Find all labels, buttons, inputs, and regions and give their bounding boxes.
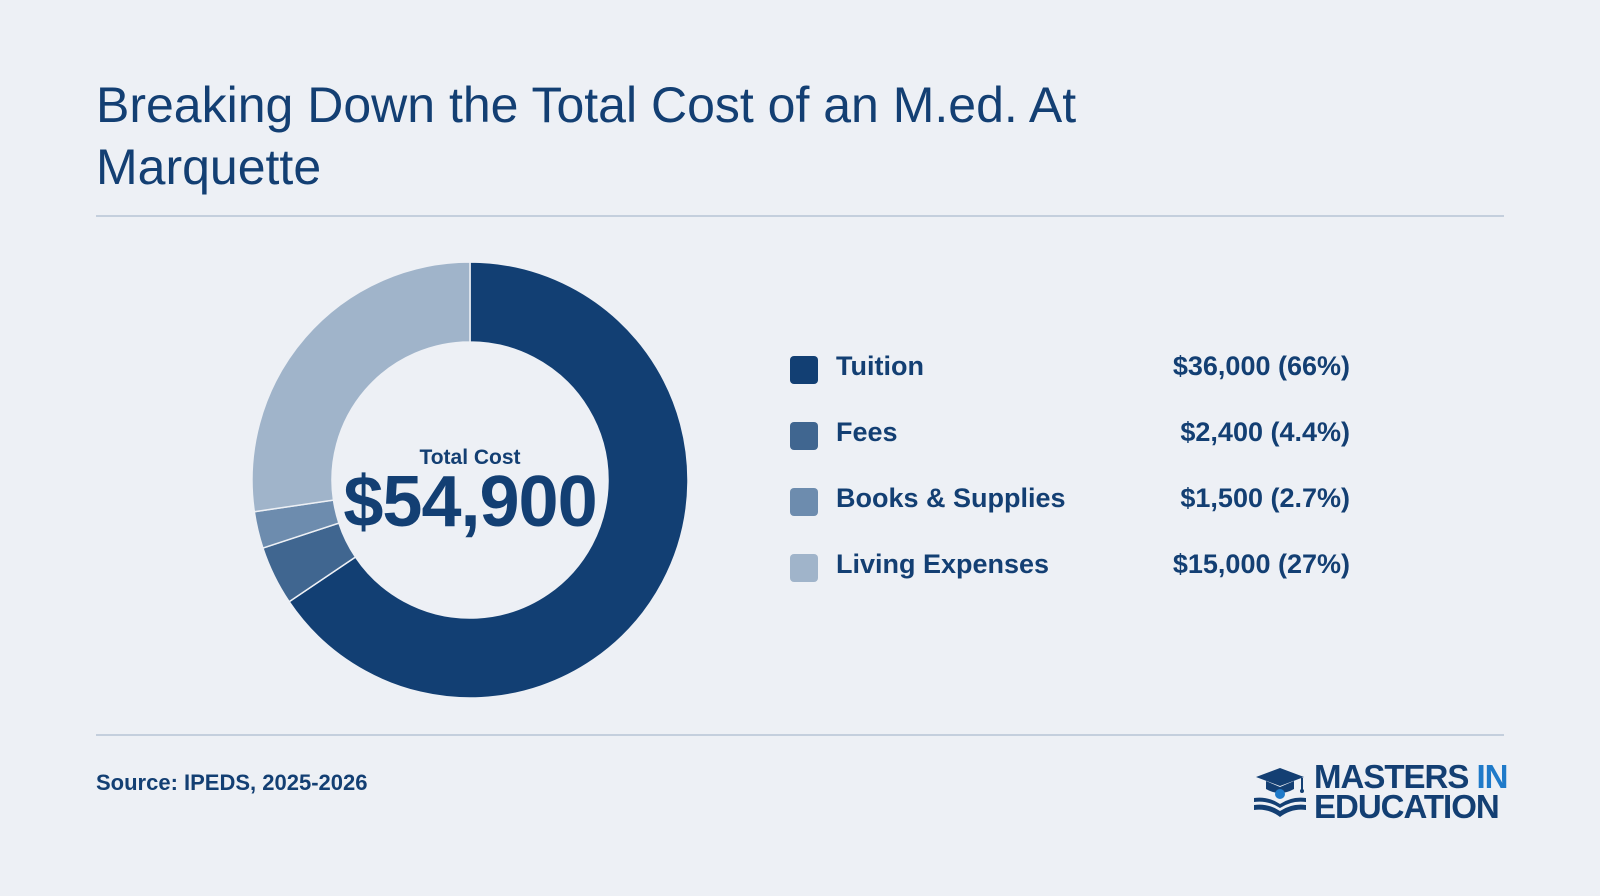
graduation-cap-book-icon: [1254, 768, 1306, 817]
page-title: Breaking Down the Total Cost of an M.ed.…: [96, 77, 1077, 195]
chart-legend: Tuition $36,000 (66%) Fees $2,400 (4.4%)…: [790, 346, 1350, 610]
legend-swatch-tuition: [790, 356, 818, 384]
logo-word-in: IN: [1476, 758, 1509, 795]
logo-word-masters: MASTERS: [1314, 758, 1469, 795]
legend-swatch-books-supplies: [790, 488, 818, 516]
masters-in-education-logo: MASTERS IN EDUCATION: [1252, 760, 1512, 824]
source-note: Source: IPEDS, 2025-2026: [96, 770, 368, 795]
legend-label: Tuition: [836, 351, 924, 381]
total-cost-label: Total Cost: [419, 446, 521, 469]
legend-item-living-expenses: Living Expenses $15,000 (27%): [790, 544, 1350, 610]
legend-value: $36,000 (66%): [1172, 351, 1350, 381]
legend-value: $15,000 (27%): [1172, 549, 1350, 579]
legend-swatch-living-expenses: [790, 554, 818, 582]
legend-swatch-fees: [790, 422, 818, 450]
logo-text-line2: EDUCATION: [1314, 788, 1500, 825]
total-cost-value: $54,900: [343, 462, 597, 542]
logo-text-line1: MASTERS IN: [1314, 760, 1509, 793]
legend-item-tuition: Tuition $36,000 (66%): [790, 346, 1350, 412]
legend-label: Fees: [836, 417, 898, 447]
donut-chart: [251, 261, 689, 699]
top-divider: [96, 215, 1504, 217]
donut-slice-living-expenses: [251, 261, 471, 513]
legend-label: Books & Supplies: [836, 483, 1066, 513]
legend-item-fees: Fees $2,400 (4.4%): [790, 412, 1350, 478]
legend-value: $1,500 (2.7%): [1180, 483, 1350, 513]
legend-label: Living Expenses: [836, 549, 1050, 579]
legend-item-books-supplies: Books & Supplies $1,500 (2.7%): [790, 478, 1350, 544]
legend-value: $2,400 (4.4%): [1180, 417, 1350, 447]
donut-slice-tuition: [288, 261, 689, 699]
bottom-divider: [96, 734, 1504, 736]
